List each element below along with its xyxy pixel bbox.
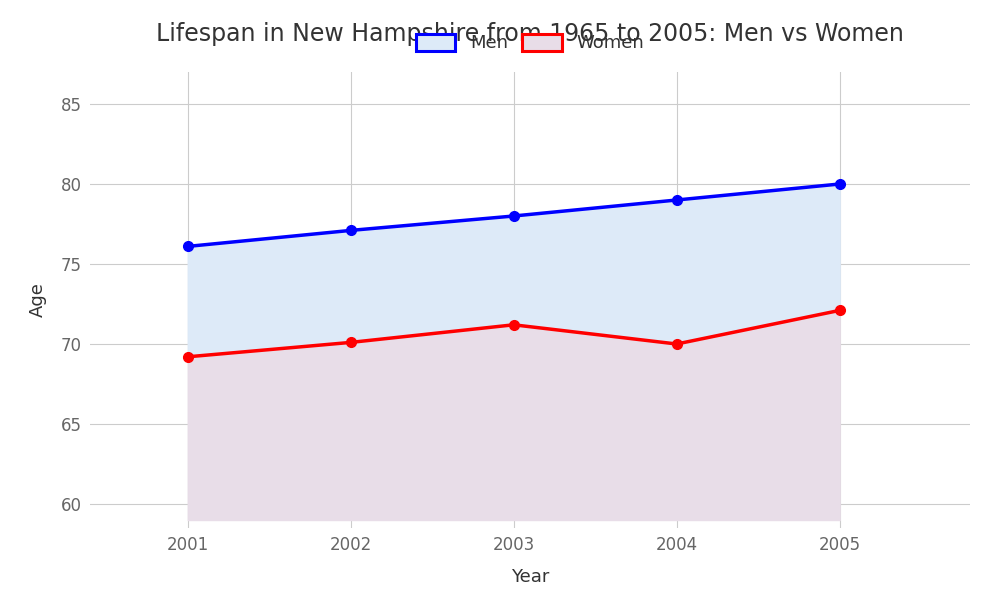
- Y-axis label: Age: Age: [29, 283, 47, 317]
- Title: Lifespan in New Hampshire from 1965 to 2005: Men vs Women: Lifespan in New Hampshire from 1965 to 2…: [156, 22, 904, 46]
- X-axis label: Year: Year: [511, 568, 549, 586]
- Legend: Men, Women: Men, Women: [409, 26, 651, 59]
